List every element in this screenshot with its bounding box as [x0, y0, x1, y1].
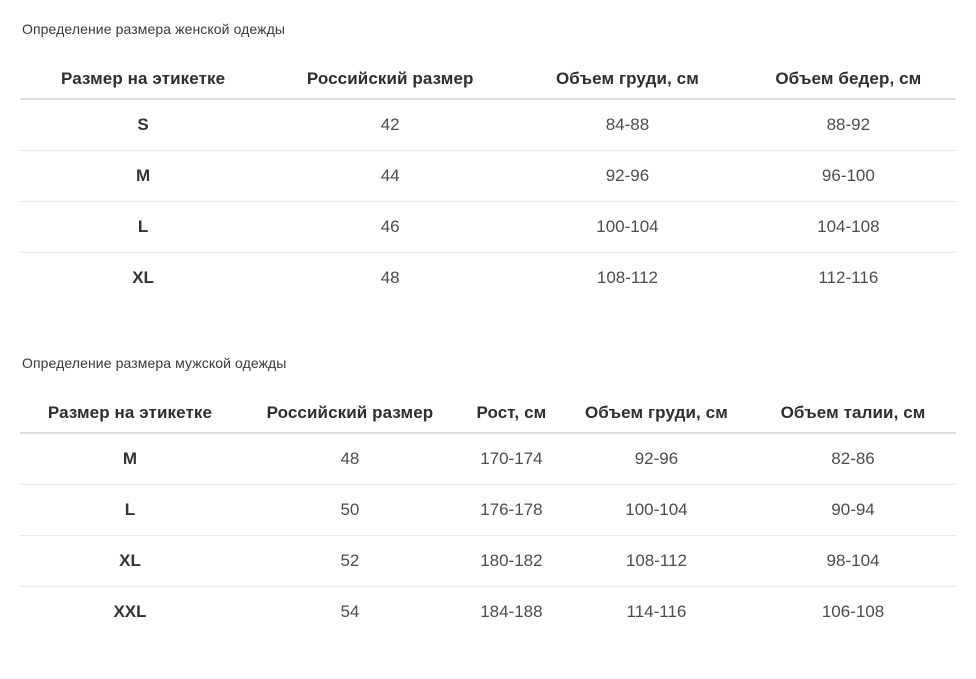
column-header: Российский размер: [239, 394, 460, 434]
column-header: Размер на этикетке: [20, 394, 240, 434]
value-cell: 50: [239, 484, 460, 536]
size-label-cell: XXL: [113, 602, 147, 621]
value-cell: 82-86: [750, 433, 956, 485]
table-row: XXL 54 184-188 114-116 106-108: [20, 587, 956, 638]
women-size-table: Размер на этикетке Российский размер Объем…: [20, 60, 956, 303]
table-row: L 50 176-178 100-104 90-94: [20, 484, 956, 536]
value-cell: 52: [239, 535, 460, 587]
table-row: M 48 170-174 92-96 82-86: [20, 433, 956, 485]
value-cell: 114-116: [626, 602, 687, 621]
column-header: Российский размер: [266, 60, 515, 100]
value-cell: 46: [266, 201, 515, 253]
value-cell: 96-100: [740, 150, 956, 202]
table-row: XL 52 180-182 108-112 98-104: [20, 535, 956, 587]
table-row: L 46 100-104 104-108: [20, 201, 956, 253]
column-header: Объем груди, см: [514, 60, 741, 100]
value-cell: 84-88: [514, 99, 741, 151]
header-row: Размер на этикетке Российский размер Объем…: [20, 60, 956, 100]
women-table-title: Определение размера женской одежды: [22, 21, 286, 37]
size-label-cell: L: [20, 484, 240, 536]
women-size-section: Определение размера женской одежды Разме…: [20, 22, 956, 303]
value-cell: 54: [340, 602, 360, 621]
size-label-cell: M: [20, 433, 240, 485]
size-label-cell: M: [20, 150, 267, 202]
value-cell: 42: [266, 99, 515, 151]
size-label-cell: L: [20, 201, 267, 253]
value-cell: 92-96: [562, 433, 751, 485]
header-row: Размер на этикетке Российский размер Рост,…: [20, 394, 956, 434]
column-header: Объем груди, см: [562, 394, 751, 434]
value-cell: 48: [380, 268, 400, 287]
value-cell: 104-108: [740, 201, 956, 253]
value-cell: 184-188: [480, 602, 543, 621]
value-cell: 176-178: [459, 484, 563, 536]
value-cell: 44: [266, 150, 515, 202]
value-cell: 98-104: [750, 535, 956, 587]
value-cell: 100-104: [514, 201, 741, 253]
men-size-section: Определение размера мужской одежды Разме…: [20, 356, 956, 637]
men-size-table: Размер на этикетке Российский размер Рост,…: [20, 394, 956, 637]
column-header: Объем бедер, см: [740, 60, 956, 100]
value-cell: 106-108: [821, 602, 885, 621]
value-cell: 88-92: [740, 99, 956, 151]
value-cell: 108-112: [562, 535, 751, 587]
column-header: Объем талии, см: [750, 394, 956, 434]
value-cell: 170-174: [459, 433, 563, 485]
column-header: Размер на этикетке: [20, 60, 267, 100]
column-header: Рост, см: [459, 394, 563, 434]
value-cell: 108-112: [596, 268, 658, 287]
size-label-cell: XL: [20, 535, 240, 587]
table-row: M 44 92-96 96-100: [20, 150, 956, 202]
men-table-title: Определение размера мужской одежды: [22, 355, 287, 371]
value-cell: 48: [239, 433, 460, 485]
table-row: S 42 84-88 88-92: [20, 99, 956, 151]
value-cell: 100-104: [562, 484, 751, 536]
value-cell: 180-182: [459, 535, 563, 587]
size-label-cell: XL: [132, 268, 154, 287]
value-cell: 90-94: [750, 484, 956, 536]
table-row: XL 48 108-112 112-116: [20, 253, 956, 304]
value-cell: 112-116: [818, 268, 879, 287]
value-cell: 92-96: [514, 150, 741, 202]
size-label-cell: S: [20, 99, 267, 151]
